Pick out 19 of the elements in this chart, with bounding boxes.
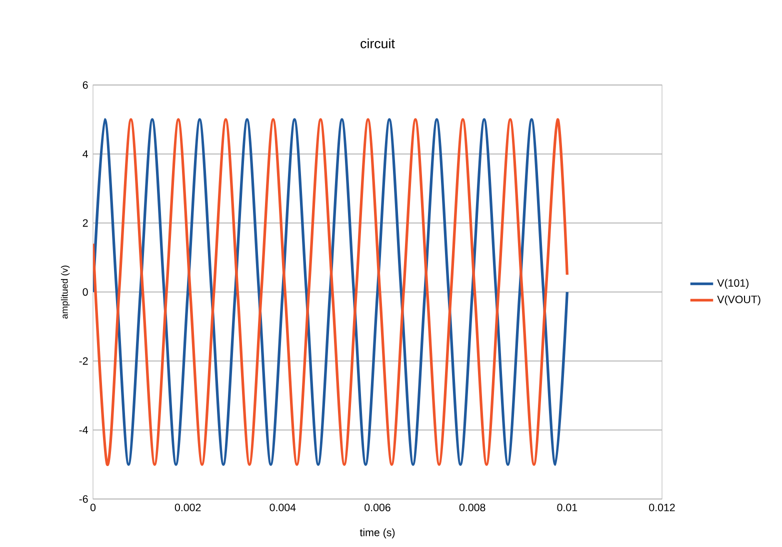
x-tick-label: 0.012 (649, 504, 675, 512)
y-tick-label: -6 (79, 495, 88, 503)
y-tick-label: 0 (82, 288, 88, 296)
x-tick-label: 0.01 (557, 504, 578, 512)
x-tick-label: 0.006 (364, 504, 390, 512)
legend-label: V(VOUT) (717, 295, 760, 306)
y-tick-label: 2 (82, 219, 88, 227)
y-tick-label: 6 (82, 81, 88, 89)
legend-label: V(101) (717, 278, 748, 289)
x-tick-label: 0 (90, 504, 96, 512)
x-tick-label: 0.004 (270, 504, 296, 512)
chart-title: circuit (360, 38, 395, 48)
x-tick-label: 0.002 (174, 504, 201, 512)
y-tick-label: -4 (79, 426, 88, 434)
y-axis-title: amplitued (v) (60, 266, 70, 319)
y-tick-label: -2 (79, 357, 88, 365)
x-tick-label: 0.008 (459, 504, 486, 512)
y-tick-label: 4 (82, 150, 88, 158)
x-axis-title: time (s) (360, 528, 395, 538)
